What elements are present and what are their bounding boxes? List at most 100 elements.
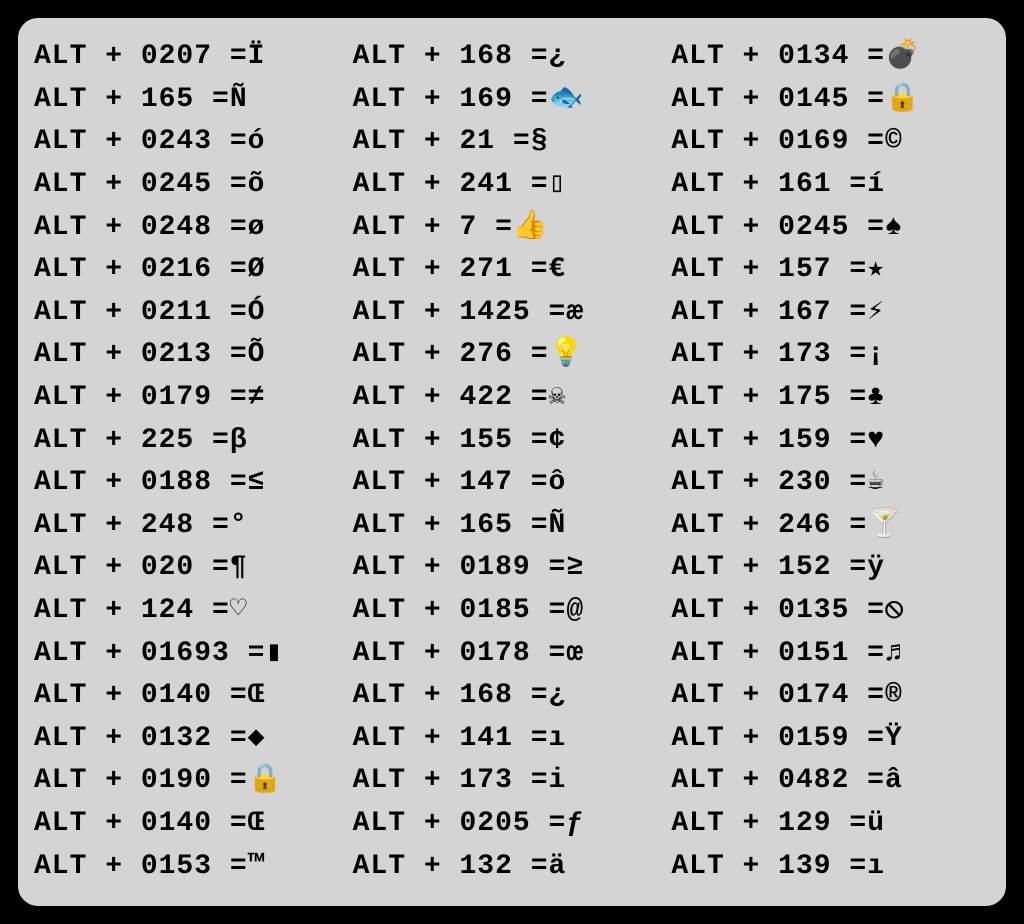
alt-code-symbol: i bbox=[549, 767, 579, 795]
alt-code-row: ALT + 0190 = 🔒 bbox=[34, 760, 353, 803]
alt-code-symbol: ® bbox=[885, 682, 915, 710]
alt-code-prefix: ALT + 0211 = bbox=[34, 299, 248, 327]
alt-code-symbol: Ñ bbox=[549, 512, 579, 540]
alt-code-row: ALT + 157 = ★ bbox=[671, 249, 990, 292]
alt-code-symbol: ▮ bbox=[265, 640, 295, 668]
alt-code-prefix: ALT + 169 = bbox=[353, 86, 549, 114]
alt-code-symbol: ⦸ bbox=[885, 597, 915, 625]
alt-codes-panel: ALT + 0207 = ÏALT + 165 = ÑALT + 0243 = … bbox=[10, 10, 1014, 914]
alt-code-symbol: Ó bbox=[248, 299, 278, 327]
column-3: ALT + 0134 = 💣ALT + 0145 = 🔒ALT + 0169 =… bbox=[671, 36, 990, 888]
alt-code-row: ALT + 0245 = õ bbox=[34, 164, 353, 207]
alt-code-prefix: ALT + 167 = bbox=[671, 299, 867, 327]
alt-code-prefix: ALT + 139 = bbox=[671, 853, 867, 881]
alt-code-symbol: œ bbox=[566, 640, 596, 668]
alt-code-symbol: ô bbox=[549, 469, 579, 497]
alt-code-row: ALT + 0248 = ø bbox=[34, 206, 353, 249]
alt-code-row: ALT + 020 = ¶ bbox=[34, 547, 353, 590]
alt-code-symbol: ☕ bbox=[867, 469, 897, 497]
alt-code-row: ALT + 0207 = Ï bbox=[34, 36, 353, 79]
alt-code-prefix: ALT + 020 = bbox=[34, 554, 230, 582]
alt-code-prefix: ALT + 129 = bbox=[671, 810, 867, 838]
alt-code-prefix: ALT + 1425 = bbox=[353, 299, 567, 327]
alt-code-prefix: ALT + 132 = bbox=[353, 853, 549, 881]
alt-code-prefix: ALT + 0190 = bbox=[34, 767, 248, 795]
alt-code-prefix: ALT + 0132 = bbox=[34, 725, 248, 753]
alt-code-prefix: ALT + 0188 = bbox=[34, 469, 248, 497]
alt-code-symbol: ÿ bbox=[867, 554, 897, 582]
alt-code-row: ALT + 147 = ô bbox=[353, 462, 672, 505]
alt-code-prefix: ALT + 21 = bbox=[353, 128, 531, 156]
alt-code-row: ALT + 168 = ¿ bbox=[353, 36, 672, 79]
alt-code-symbol: æ bbox=[566, 299, 596, 327]
alt-code-symbol: ≤ bbox=[248, 469, 278, 497]
alt-code-symbol: ★ bbox=[867, 256, 897, 284]
alt-code-prefix: ALT + 0179 = bbox=[34, 384, 248, 412]
alt-code-symbol: Ÿ bbox=[885, 725, 915, 753]
alt-code-symbol: ♥ bbox=[867, 427, 897, 455]
alt-code-row: ALT + 0145 = 🔒 bbox=[671, 79, 990, 122]
alt-code-row: ALT + 0140 = Œ bbox=[34, 675, 353, 718]
alt-code-symbol: @ bbox=[566, 597, 596, 625]
alt-code-prefix: ALT + 0245 = bbox=[34, 171, 248, 199]
alt-code-row: ALT + 169 = 🐟 bbox=[353, 79, 672, 122]
alt-code-symbol: ♬ bbox=[885, 640, 915, 668]
alt-code-symbol: Ø bbox=[248, 256, 278, 284]
alt-code-row: ALT + 0245 = ♠ bbox=[671, 206, 990, 249]
alt-code-prefix: ALT + 01693 = bbox=[34, 640, 265, 668]
alt-code-row: ALT + 248 = ° bbox=[34, 505, 353, 548]
alt-code-symbol: β bbox=[230, 427, 260, 455]
alt-code-symbol: 🐟 bbox=[549, 86, 585, 114]
alt-code-prefix: ALT + 276 = bbox=[353, 341, 549, 369]
alt-code-prefix: ALT + 124 = bbox=[34, 597, 230, 625]
alt-code-symbol: € bbox=[549, 256, 579, 284]
alt-code-symbol: ⚡ bbox=[867, 299, 897, 327]
alt-code-symbol: 💡 bbox=[549, 341, 585, 369]
alt-code-row: ALT + 0211 = Ó bbox=[34, 292, 353, 335]
alt-code-prefix: ALT + 0140 = bbox=[34, 810, 248, 838]
alt-code-symbol: ♠ bbox=[885, 214, 915, 242]
alt-code-prefix: ALT + 0207 = bbox=[34, 43, 248, 71]
alt-code-symbol: 💣 bbox=[885, 43, 921, 71]
alt-code-row: ALT + 0178 = œ bbox=[353, 632, 672, 675]
alt-code-row: ALT + 0482 = â bbox=[671, 760, 990, 803]
alt-code-row: ALT + 7 = 👍 bbox=[353, 206, 672, 249]
alt-code-symbol: 👍 bbox=[513, 214, 549, 242]
alt-code-symbol: ♡ bbox=[230, 597, 260, 625]
alt-code-prefix: ALT + 0245 = bbox=[671, 214, 885, 242]
alt-code-row: ALT + 1425 = æ bbox=[353, 292, 672, 335]
alt-code-row: ALT + 159 = ♥ bbox=[671, 419, 990, 462]
alt-code-prefix: ALT + 165 = bbox=[353, 512, 549, 540]
alt-code-prefix: ALT + 241 = bbox=[353, 171, 549, 199]
alt-code-row: ALT + 0140 = Œ bbox=[34, 803, 353, 846]
alt-code-symbol: ø bbox=[248, 214, 278, 242]
alt-code-symbol: 🔒 bbox=[885, 86, 921, 114]
alt-code-row: ALT + 139 = ı bbox=[671, 845, 990, 888]
alt-code-row: ALT + 0135 = ⦸ bbox=[671, 590, 990, 633]
alt-code-prefix: ALT + 175 = bbox=[671, 384, 867, 412]
alt-code-prefix: ALT + 0185 = bbox=[353, 597, 567, 625]
alt-code-symbol: ı bbox=[549, 725, 579, 753]
alt-code-row: ALT + 422 = ☠ bbox=[353, 377, 672, 420]
alt-code-prefix: ALT + 0135 = bbox=[671, 597, 885, 625]
alt-code-symbol: Õ bbox=[248, 341, 278, 369]
alt-code-row: ALT + 0159 = Ÿ bbox=[671, 718, 990, 761]
alt-code-row: ALT + 0185 = @ bbox=[353, 590, 672, 633]
alt-code-row: ALT + 168 = ¿ bbox=[353, 675, 672, 718]
alt-code-row: ALT + 225 = β bbox=[34, 419, 353, 462]
alt-code-symbol: ı bbox=[867, 853, 897, 881]
alt-code-prefix: ALT + 271 = bbox=[353, 256, 549, 284]
alt-code-prefix: ALT + 165 = bbox=[34, 86, 230, 114]
alt-code-symbol: ☠ bbox=[549, 384, 579, 412]
alt-code-symbol: Ï bbox=[248, 43, 278, 71]
alt-code-symbol: ≥ bbox=[566, 554, 596, 582]
alt-code-row: ALT + 01693 = ▮ bbox=[34, 632, 353, 675]
alt-code-row: ALT + 0169 = © bbox=[671, 121, 990, 164]
alt-code-prefix: ALT + 0159 = bbox=[671, 725, 885, 753]
alt-code-symbol: 🍸 bbox=[867, 512, 903, 540]
alt-code-row: ALT + 173 = ¡ bbox=[671, 334, 990, 377]
alt-code-symbol: ♣ bbox=[867, 384, 897, 412]
alt-code-symbol: ¡ bbox=[867, 341, 897, 369]
alt-code-symbol: ™ bbox=[248, 853, 278, 881]
alt-code-prefix: ALT + 246 = bbox=[671, 512, 867, 540]
